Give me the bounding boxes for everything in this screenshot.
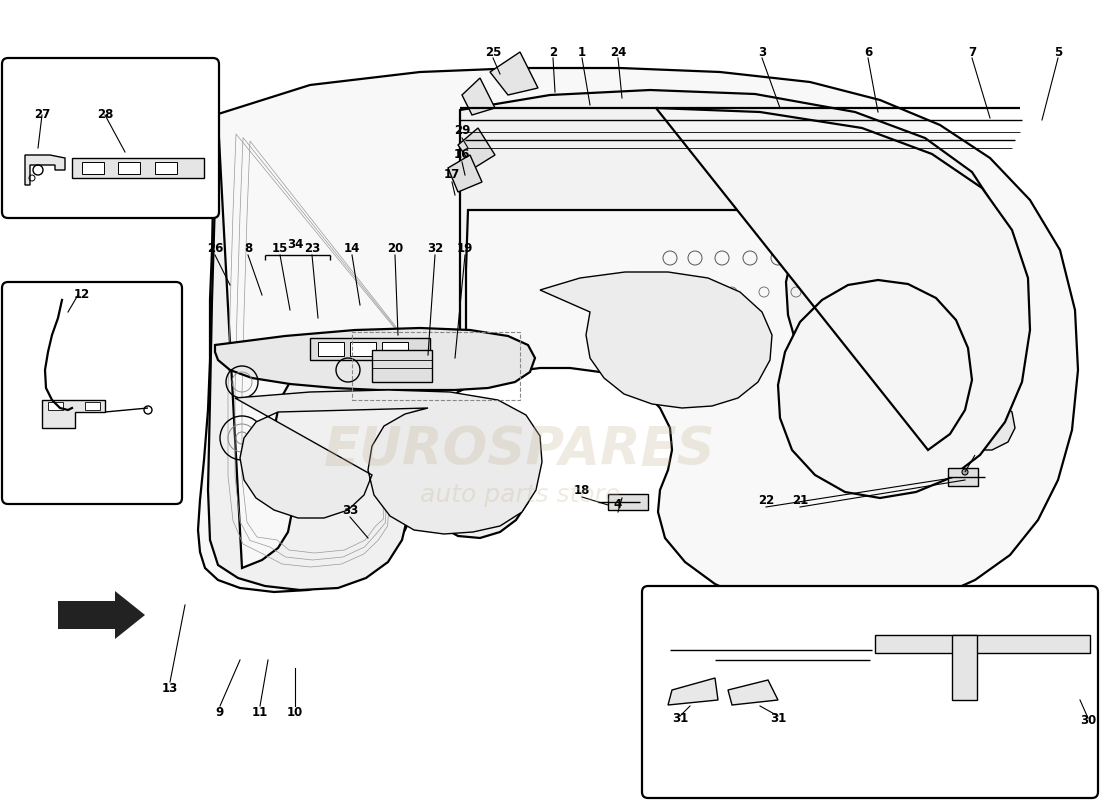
Polygon shape	[462, 78, 495, 115]
FancyBboxPatch shape	[2, 58, 219, 218]
Polygon shape	[540, 272, 772, 408]
Text: 5: 5	[1054, 46, 1063, 58]
Text: 25: 25	[485, 46, 502, 58]
Text: 14: 14	[344, 242, 360, 254]
FancyBboxPatch shape	[2, 282, 182, 504]
Bar	[608, 494, 648, 510]
Text: 30: 30	[1080, 714, 1096, 726]
Text: 2: 2	[549, 46, 557, 58]
Bar	[82, 162, 104, 174]
Bar	[318, 342, 344, 356]
Text: 28: 28	[97, 109, 113, 122]
Text: 6: 6	[864, 46, 872, 58]
Polygon shape	[58, 591, 145, 639]
Bar	[352, 332, 520, 400]
Text: 15: 15	[272, 242, 288, 254]
Polygon shape	[214, 328, 535, 390]
Polygon shape	[460, 90, 1018, 418]
Text: 27: 27	[34, 109, 51, 122]
Text: 18: 18	[574, 483, 591, 497]
Text: 20: 20	[387, 242, 403, 254]
Text: 33: 33	[342, 503, 359, 517]
Polygon shape	[198, 68, 1078, 612]
Bar	[874, 635, 1090, 653]
Text: 16: 16	[454, 149, 470, 162]
Bar	[155, 162, 177, 174]
Polygon shape	[950, 398, 1015, 450]
Polygon shape	[656, 108, 1030, 498]
Polygon shape	[728, 680, 778, 705]
Polygon shape	[235, 390, 542, 534]
Text: 29: 29	[454, 123, 470, 137]
Bar	[118, 162, 140, 174]
Text: 34: 34	[287, 238, 304, 251]
Polygon shape	[25, 155, 65, 185]
Polygon shape	[208, 120, 534, 590]
Polygon shape	[668, 678, 718, 705]
Text: 17: 17	[444, 169, 460, 182]
Text: 11: 11	[252, 706, 268, 718]
Text: 12: 12	[74, 289, 90, 302]
Polygon shape	[828, 295, 948, 390]
Text: auto parts store: auto parts store	[420, 483, 620, 507]
Polygon shape	[490, 52, 538, 95]
Text: 9: 9	[216, 706, 224, 718]
Text: 24: 24	[609, 46, 626, 58]
Text: 7: 7	[968, 46, 976, 58]
Bar	[948, 468, 978, 486]
FancyBboxPatch shape	[642, 586, 1098, 798]
Text: 1: 1	[578, 46, 586, 58]
Bar	[382, 342, 408, 356]
Circle shape	[962, 469, 968, 475]
Text: 3: 3	[758, 46, 766, 58]
Bar	[85, 402, 100, 410]
Text: 31: 31	[770, 711, 786, 725]
Bar	[72, 158, 204, 178]
Text: EUROSPARES: EUROSPARES	[324, 424, 716, 476]
Text: 4: 4	[614, 498, 623, 511]
Text: 32: 32	[427, 242, 443, 254]
Bar	[952, 635, 977, 700]
Polygon shape	[448, 155, 482, 192]
Text: 10: 10	[287, 706, 304, 718]
Bar	[865, 340, 910, 370]
Text: 13: 13	[162, 682, 178, 694]
Bar	[372, 350, 432, 382]
Text: 31: 31	[672, 711, 689, 725]
Polygon shape	[42, 400, 104, 428]
Bar	[48, 402, 63, 410]
Bar	[350, 342, 376, 356]
Polygon shape	[458, 128, 495, 168]
Text: 21: 21	[792, 494, 808, 506]
Text: 22: 22	[758, 494, 774, 506]
Text: 19: 19	[456, 242, 473, 254]
Text: 8: 8	[244, 242, 252, 254]
Text: 26: 26	[207, 242, 223, 254]
Bar	[310, 338, 430, 360]
Text: 23: 23	[304, 242, 320, 254]
